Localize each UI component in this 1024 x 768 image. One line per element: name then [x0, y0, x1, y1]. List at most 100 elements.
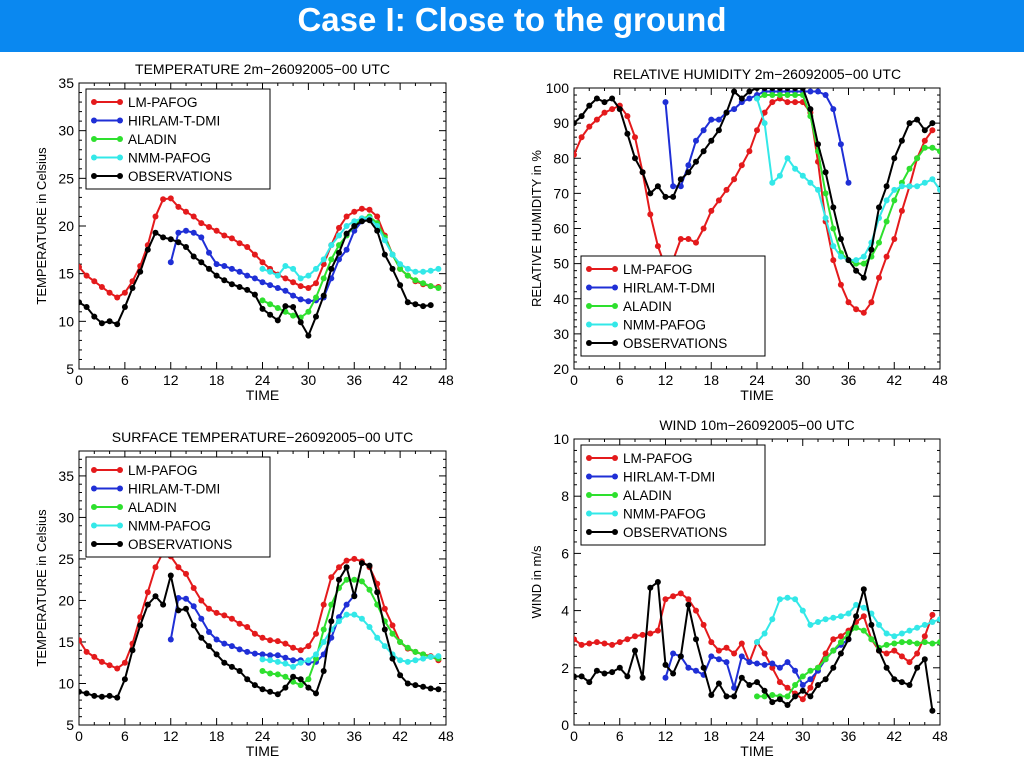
data-point	[244, 244, 251, 250]
data-point	[336, 618, 342, 625]
data-point	[578, 134, 585, 141]
data-point	[427, 653, 434, 660]
data-point	[868, 636, 875, 643]
data-point	[328, 601, 335, 608]
data-point	[290, 265, 297, 272]
data-point	[274, 305, 281, 311]
data-point	[313, 265, 319, 272]
data-point	[290, 292, 297, 299]
data-point	[929, 640, 936, 647]
data-point	[776, 664, 783, 671]
data-point	[221, 659, 228, 666]
y-axis-label: TEMPERATURE in Celsius	[34, 509, 49, 667]
data-point	[876, 274, 882, 281]
data-point	[685, 236, 692, 242]
data-point	[121, 304, 128, 310]
data-point	[609, 95, 616, 102]
data-point	[129, 285, 136, 291]
data-point	[83, 690, 90, 697]
legend-item-hirlam-t-dmi: HIRLAM-T-DMI	[586, 470, 715, 485]
data-point	[731, 650, 738, 657]
legend: LM-PAFOG HIRLAM-T-DMI ALADIN NMM-PAFOG OBSER…	[85, 88, 271, 190]
data-point	[114, 665, 121, 672]
data-point	[152, 593, 159, 600]
data-point	[221, 612, 228, 619]
data-point	[639, 674, 646, 681]
data-point	[412, 301, 419, 308]
legend-swatch-point	[586, 284, 592, 291]
data-point	[358, 560, 365, 567]
legend-label: ALADIN	[128, 132, 177, 147]
legend-swatch-point	[91, 541, 97, 547]
data-point	[228, 643, 235, 650]
y-tick-label: 25	[58, 170, 74, 186]
data-point	[198, 220, 205, 227]
data-point	[297, 647, 304, 654]
data-point	[761, 120, 768, 127]
legend: LM-PAFOG HIRLAM-T-DMI ALADIN NMM-PAFOG OBSER…	[85, 456, 271, 558]
data-point	[213, 636, 220, 643]
plot-area	[574, 579, 940, 714]
data-point	[784, 92, 791, 98]
data-point	[654, 243, 661, 250]
data-point	[761, 109, 768, 116]
data-point	[769, 692, 776, 698]
legend-label: OBSERVATIONS	[128, 537, 232, 552]
legend-swatch-point	[586, 321, 592, 328]
data-point	[167, 636, 174, 643]
data-point	[328, 256, 335, 263]
data-point	[761, 661, 768, 668]
data-point	[799, 673, 806, 680]
x-tick-label: 0	[75, 728, 83, 744]
data-point	[412, 268, 419, 275]
data-point	[79, 688, 82, 695]
legend: LM-PAFOG HIRLAM-T-DMI ALADIN NMM-PAFOG OBSER…	[580, 255, 766, 357]
data-point	[305, 657, 312, 664]
data-point	[632, 155, 638, 162]
data-point	[860, 613, 867, 620]
y-tick-label: 10	[553, 431, 569, 447]
data-point	[175, 229, 182, 236]
data-point	[731, 106, 738, 113]
data-point	[381, 605, 388, 612]
legend-swatch-point	[612, 510, 618, 517]
legend-swatch-point	[586, 455, 592, 461]
data-point	[274, 652, 281, 659]
data-point	[738, 640, 745, 647]
data-point	[397, 265, 404, 272]
legend-swatch-point	[586, 510, 592, 517]
data-point	[723, 644, 730, 651]
data-point	[290, 663, 297, 670]
data-point	[290, 657, 297, 664]
data-point	[883, 630, 890, 637]
data-point	[654, 183, 661, 190]
legend-item-hirlam-t-dmi: HIRLAM-T-DMI	[91, 114, 220, 129]
data-point	[670, 593, 677, 600]
data-point	[183, 570, 189, 577]
data-point	[807, 676, 814, 683]
data-point	[228, 615, 235, 622]
data-point	[206, 605, 212, 612]
data-point	[282, 303, 289, 310]
data-point	[616, 664, 623, 671]
data-point	[267, 301, 274, 308]
x-tick-label: 42	[886, 372, 902, 388]
data-point	[236, 240, 243, 247]
data-point	[343, 213, 350, 220]
data-point	[404, 680, 411, 687]
data-point	[91, 278, 98, 285]
series-nmm-pafog	[259, 611, 442, 670]
data-point	[761, 693, 768, 700]
legend-swatch-point	[117, 99, 123, 105]
data-point	[761, 687, 768, 694]
data-point	[282, 275, 289, 282]
data-point	[282, 263, 289, 269]
data-point	[632, 134, 638, 141]
x-tick-label: 0	[570, 372, 578, 388]
data-point	[921, 127, 928, 134]
data-point	[685, 596, 692, 603]
data-point	[121, 659, 128, 666]
data-point	[685, 162, 692, 169]
data-point	[662, 596, 669, 603]
chart-temperature-2m: TEMPERATURE 2m−26092005−00 UTC 0 6 12 18 24 30…	[34, 61, 454, 403]
